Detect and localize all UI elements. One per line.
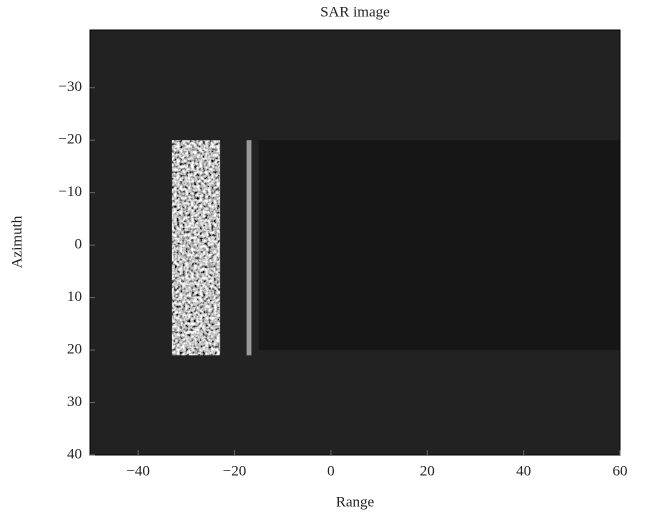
x-tick-label: −40 [126,463,149,479]
x-tick-label: −20 [223,463,246,479]
y-tick-label: 0 [75,237,83,253]
x-tick-label: 20 [420,463,435,479]
x-tick-label: 60 [613,463,628,479]
y-tick-label: −30 [59,79,82,95]
x-tick-label: 0 [327,463,335,479]
y-tick-label: 30 [67,394,82,410]
y-axis-label: Azimuth [9,215,25,268]
y-tick-label: 20 [67,341,82,357]
chart: SAR image Range Azimuth −40 −20 0 20 40 60 −30… [0,0,646,516]
x-tick-label: 40 [516,463,531,479]
y-tick-label: −20 [59,132,82,148]
image-region [259,140,620,350]
y-tick-label: 10 [67,289,82,305]
y-tick-label: 40 [67,446,82,462]
chart-title: SAR image [320,4,390,20]
x-axis-label: Range [336,494,375,510]
image-region [247,140,252,355]
image-region [172,140,220,355]
y-tick-label: −10 [59,184,82,200]
